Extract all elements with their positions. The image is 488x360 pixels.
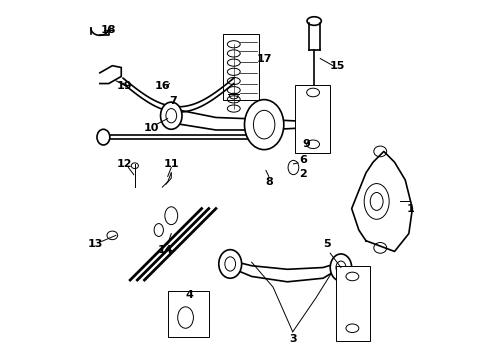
Text: 1: 1 [406,203,414,213]
Bar [223,33,258,100]
Text: 9: 9 [302,139,309,149]
Ellipse shape [97,129,110,145]
Text: 16: 16 [154,81,170,91]
Text: 7: 7 [169,96,177,107]
Bar [335,266,369,341]
Text: 4: 4 [185,290,193,300]
Bar [167,291,208,337]
Text: 15: 15 [329,62,345,71]
Text: 11: 11 [163,159,179,169]
Ellipse shape [160,102,182,129]
Text: 3: 3 [288,334,296,344]
Text: 13: 13 [87,239,102,249]
Text: 10: 10 [143,123,158,133]
Ellipse shape [364,184,388,219]
Text: 6: 6 [299,156,307,165]
Ellipse shape [255,129,269,145]
Ellipse shape [329,254,351,281]
Text: 12: 12 [116,159,132,169]
Text: 14: 14 [158,245,173,255]
Text: 2: 2 [299,168,306,179]
Text: 17: 17 [256,54,271,64]
Ellipse shape [218,249,241,278]
Text: 5: 5 [323,239,330,249]
Text: 8: 8 [264,177,272,187]
Ellipse shape [244,100,283,150]
Text: 19: 19 [116,81,132,91]
Bar [294,85,329,153]
Text: 18: 18 [100,25,116,35]
